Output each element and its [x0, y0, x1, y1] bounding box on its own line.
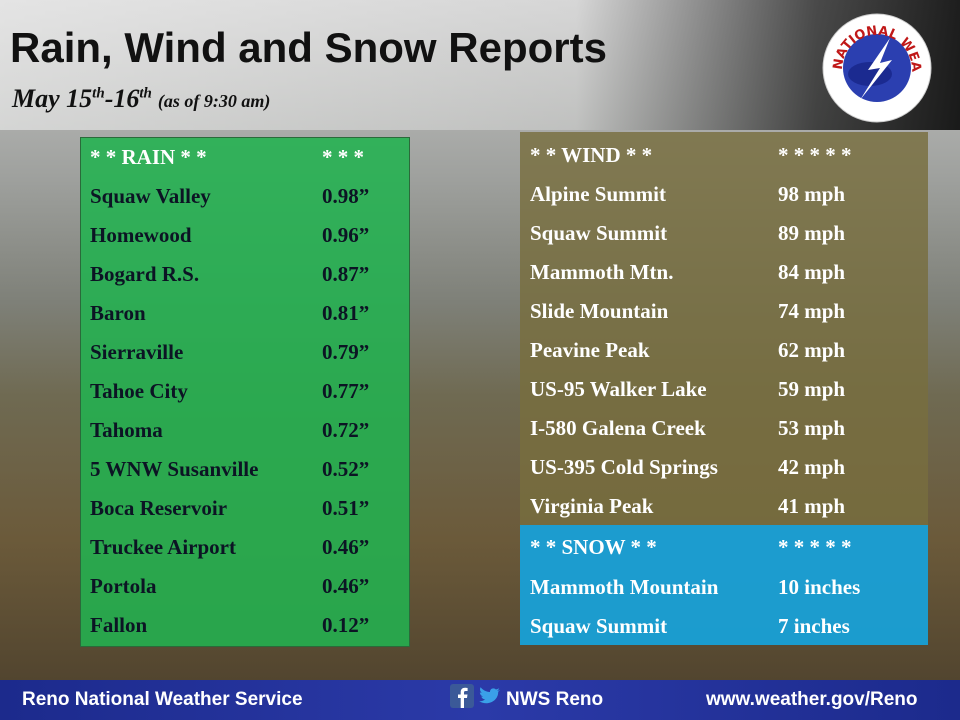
wind-location: Squaw Summit	[530, 221, 668, 245]
rain-location: Tahoe City	[90, 379, 188, 403]
wind-amount: 84 mph	[778, 260, 846, 284]
footer-org: Reno National Weather Service	[22, 689, 303, 710]
rain-location: Tahoma	[90, 418, 163, 442]
rain-location: Boca Reservoir	[90, 496, 228, 520]
date-note: (as of 9:30 am)	[157, 91, 271, 111]
wind-header: * * * * *	[778, 143, 852, 167]
wind-location: Slide Mountain	[530, 299, 669, 323]
wind-amount: 74 mph	[778, 299, 846, 323]
snow-amount: 10 inches	[778, 574, 861, 599]
snow-amount: 7 inches	[778, 614, 850, 638]
nws-logo: NATIONAL WEATHER SERVICE	[820, 8, 932, 123]
snow-header: * * SNOW * *	[530, 535, 657, 559]
wind-amount: 62 mph	[778, 338, 846, 362]
rain-amount: 0.77”	[322, 379, 370, 403]
rain-location: Portola	[90, 574, 157, 598]
social-icons	[450, 684, 500, 708]
background-sky	[0, 0, 960, 130]
wind-amount: 89 mph	[778, 221, 846, 245]
wind-panel	[520, 132, 928, 525]
wind-location: US-395 Cold Springs	[530, 455, 718, 479]
facebook-f	[458, 687, 468, 708]
rain-amount: 0.87”	[322, 262, 370, 286]
rain-header: * * RAIN * *	[90, 145, 207, 169]
rain-amount: 0.12”	[322, 613, 370, 637]
rain-location: Squaw Valley	[90, 184, 211, 208]
rain-location: Homewood	[90, 223, 192, 247]
rain-amount: 0.96”	[322, 223, 370, 247]
wind-location: Peavine Peak	[530, 338, 650, 362]
wind-location: US-95 Walker Lake	[530, 377, 707, 401]
date: May 15th-16th (as of 9:30 am)	[12, 84, 270, 114]
footer-bar	[0, 680, 960, 720]
snow-header: * * * * *	[778, 535, 852, 559]
rain-location: Bogard R.S.	[90, 262, 200, 286]
wind-location: Mammoth Mtn.	[530, 260, 674, 284]
date-part: -16	[104, 84, 140, 113]
rain-amount: 0.79”	[322, 340, 370, 364]
twitter-icon	[479, 687, 500, 704]
wind-location: Virginia Peak	[530, 494, 654, 518]
rain-amount: 0.81”	[322, 301, 370, 325]
rain-amount: 0.46”	[322, 574, 370, 598]
wind-amount: 42 mph	[778, 455, 846, 479]
rain-header: * * *	[322, 145, 364, 169]
wind-amount: 41 mph	[778, 494, 846, 518]
title: Rain, Wind and Snow Reports	[10, 24, 607, 71]
snow-location: Squaw Summit	[530, 614, 668, 638]
date-sup: th	[92, 85, 105, 102]
rain-location: Baron	[90, 301, 146, 325]
wind-amount: 59 mph	[778, 377, 846, 401]
snow-panel	[520, 525, 928, 645]
rain-location: Truckee Airport	[90, 535, 236, 559]
date-part: May 15	[12, 84, 93, 113]
rain-location: Sierraville	[90, 340, 184, 364]
rain-amount: 0.52”	[322, 457, 370, 481]
rain-amount: 0.72”	[322, 418, 370, 442]
wind-amount: 53 mph	[778, 416, 846, 440]
date-sup: th	[139, 85, 152, 102]
rain-amount: 0.46”	[322, 535, 370, 559]
wind-location: I-580 Galena Creek	[530, 416, 706, 440]
rain-amount: 0.98”	[322, 184, 370, 208]
snow-location: Mammoth Mountain	[530, 574, 719, 599]
rain-location: Fallon	[90, 613, 148, 637]
rain-panel	[80, 137, 410, 647]
rain-amount: 0.51”	[322, 496, 370, 520]
wind-location: Alpine Summit	[530, 182, 666, 206]
wind-amount: 98 mph	[778, 182, 846, 206]
rain-location: 5 WNW Susanville	[90, 457, 259, 481]
footer-url: www.weather.gov/Reno	[706, 689, 918, 710]
footer-social: NWS Reno	[506, 689, 604, 710]
wind-header: * * WIND * *	[530, 143, 653, 167]
